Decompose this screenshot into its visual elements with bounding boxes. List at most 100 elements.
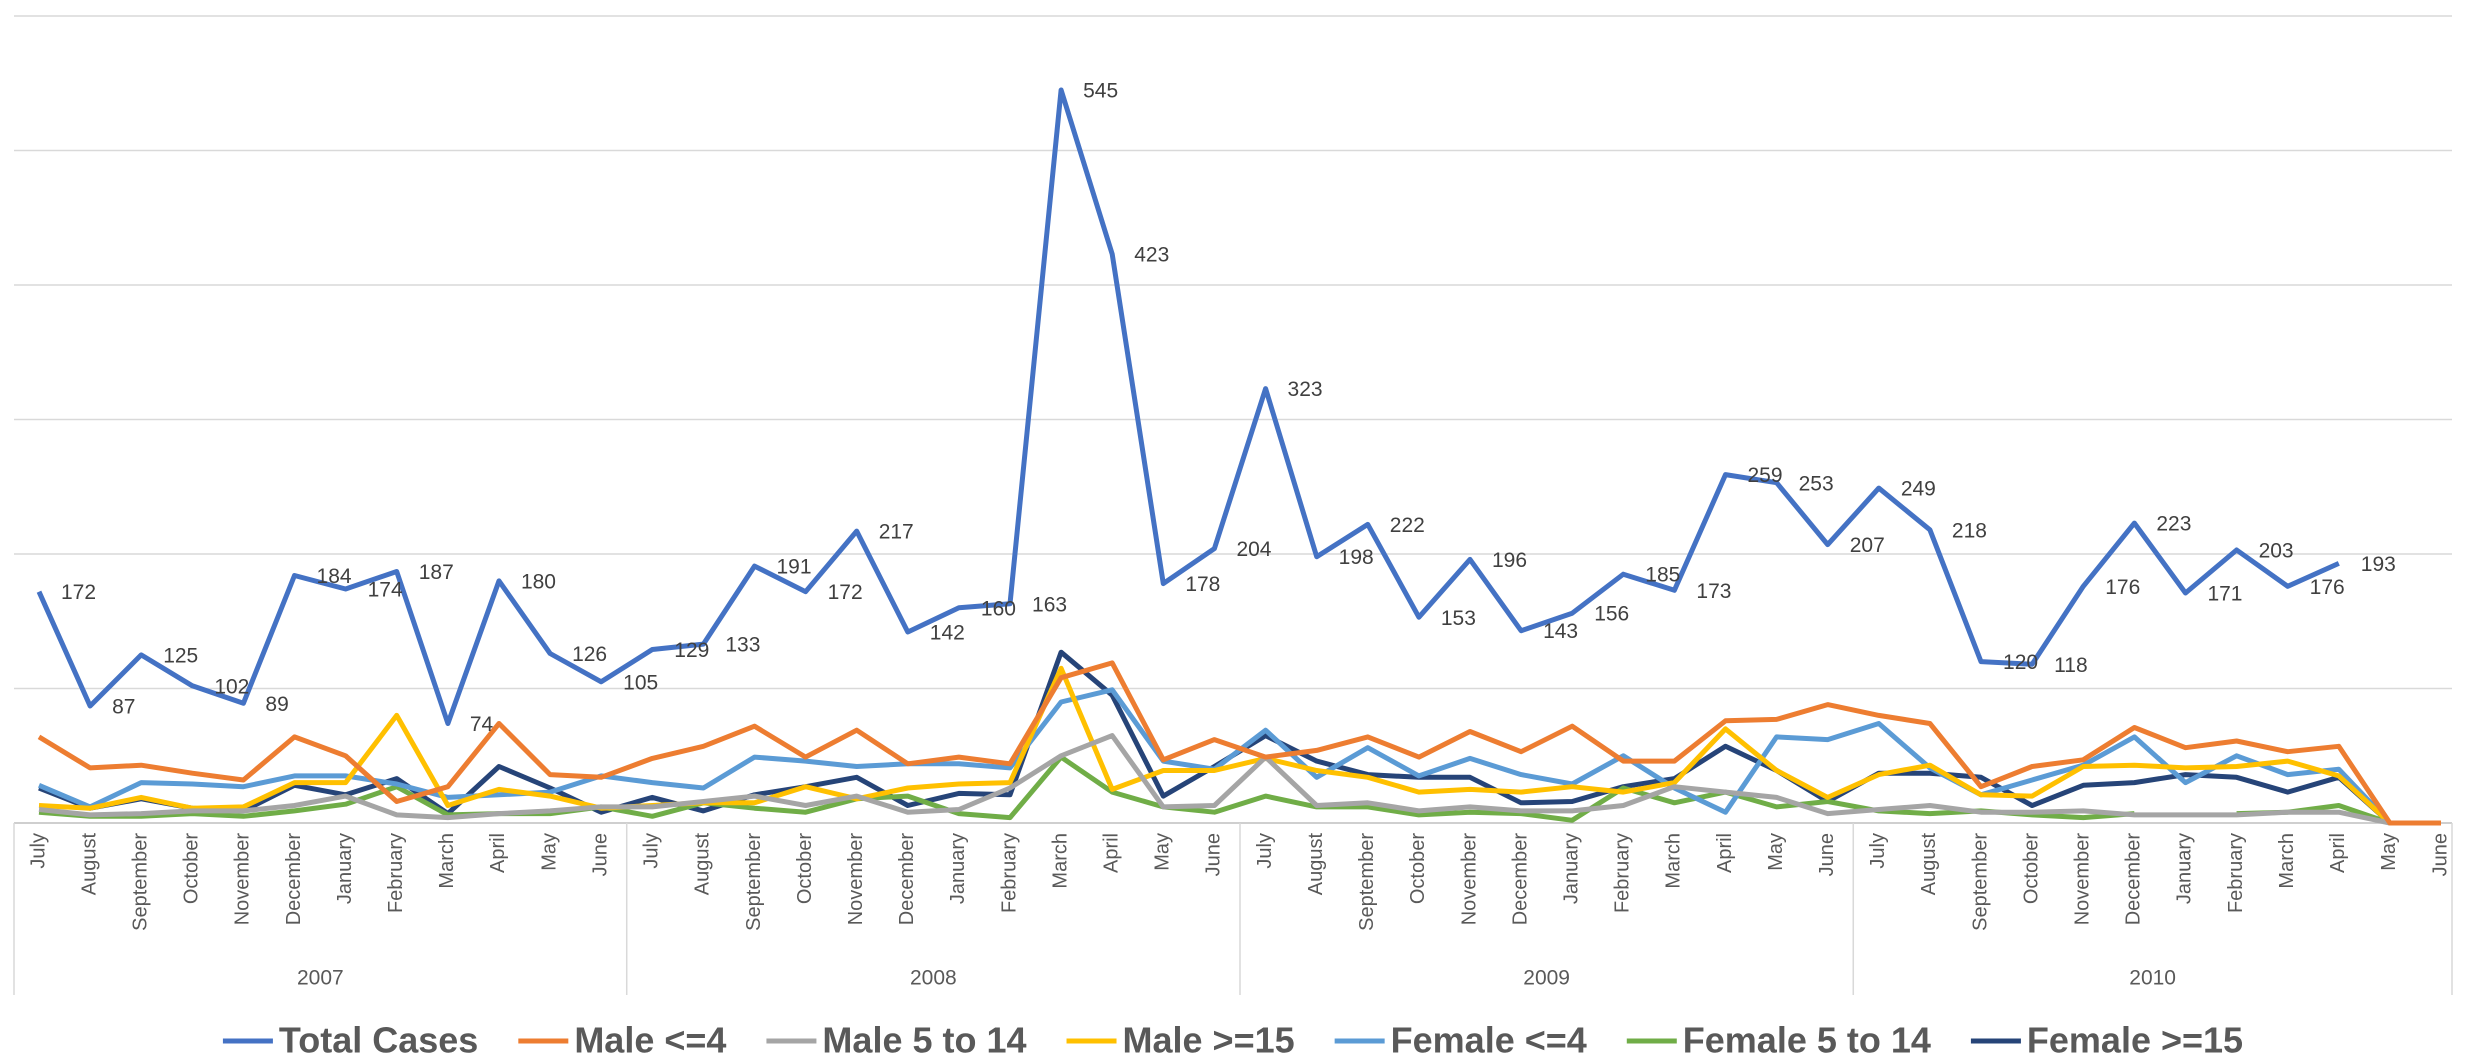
series-line [38, 649, 2441, 826]
data-label: 163 [1032, 593, 1067, 616]
series-line [36, 87, 2340, 726]
x-tick-label: July [1254, 833, 1276, 869]
data-label: 102 [214, 675, 249, 698]
x-tick-label: October [2020, 833, 2042, 904]
data-label: 217 [879, 521, 914, 544]
x-tick-label: October [1407, 833, 1429, 904]
x-tick-label: January [947, 833, 969, 904]
x-tick-label: June [2429, 833, 2451, 876]
x-tick-label: March [1663, 833, 1685, 889]
legend-label: Total Cases [279, 1020, 478, 1061]
legend-label: Male <=4 [574, 1020, 726, 1061]
data-label: 176 [2310, 576, 2345, 599]
data-label: 185 [1645, 564, 1680, 587]
data-label: 191 [776, 556, 811, 579]
x-tick-label: March [1049, 833, 1071, 889]
data-label: 173 [1696, 580, 1731, 603]
x-tick-label: December [2123, 833, 2145, 926]
data-label: 89 [265, 693, 288, 716]
group-label: 2009 [1523, 967, 1570, 990]
x-tick-label: February [385, 833, 407, 913]
x-tick-label: July [641, 833, 663, 869]
x-tick-label: April [2327, 833, 2349, 873]
x-tick-label: January [1560, 833, 1582, 904]
x-tick-label: July [27, 833, 49, 869]
x-tick-label: October [181, 833, 203, 904]
x-tick-label: March [436, 833, 458, 889]
data-label: 133 [725, 634, 760, 657]
x-tick-label: May [1152, 833, 1174, 871]
legend-label: Male 5 to 14 [822, 1020, 1026, 1061]
legend-label: Female <=4 [1391, 1020, 1587, 1061]
data-label: 125 [163, 644, 198, 667]
legend-label: Female 5 to 14 [1683, 1020, 1931, 1061]
x-tick-label: November [1458, 833, 1480, 926]
x-tick-label: February [998, 833, 1020, 913]
data-label: 120 [2003, 651, 2038, 674]
legend-label: Male >=15 [1123, 1020, 1295, 1061]
data-label: 218 [1952, 519, 1987, 542]
data-label: 423 [1134, 244, 1169, 267]
group-label: 2008 [910, 967, 957, 990]
x-tick-label: May [538, 833, 560, 871]
x-tick-label: September [1969, 833, 1991, 931]
data-label: 143 [1543, 620, 1578, 643]
data-label: 259 [1748, 464, 1783, 487]
x-tick-label: November [232, 833, 254, 926]
x-tick-label: November [845, 833, 867, 926]
x-tick-label: August [78, 833, 100, 896]
data-label: 160 [981, 597, 1016, 620]
data-label: 222 [1390, 514, 1425, 537]
group-label: 2010 [2129, 967, 2176, 990]
data-label: 253 [1799, 472, 1834, 495]
data-label: 105 [623, 671, 658, 694]
x-tick-label: June [589, 833, 611, 876]
x-tick-label: October [794, 833, 816, 904]
series-line [38, 733, 2441, 826]
x-tick-label: September [1356, 833, 1378, 931]
x-tick-label: April [487, 833, 509, 873]
x-tick-label: May [1765, 833, 1787, 871]
data-label: 156 [1594, 603, 1629, 626]
x-tick-label: August [1305, 833, 1327, 896]
group-label: 2007 [297, 967, 344, 990]
x-tick-label: June [1816, 833, 1838, 876]
data-label: 184 [317, 565, 352, 588]
x-tick-label: December [283, 833, 305, 926]
x-tick-label: November [2072, 833, 2094, 926]
x-tick-label: July [1867, 833, 1889, 869]
x-tick-label: June [1203, 833, 1225, 876]
series-line [37, 660, 2441, 826]
data-label: 207 [1850, 534, 1885, 557]
data-label: 129 [674, 639, 709, 662]
data-label: 172 [828, 581, 863, 604]
data-label: 545 [1083, 80, 1118, 103]
data-label: 172 [61, 581, 96, 604]
legend-label: Female >=15 [2027, 1020, 2243, 1061]
data-label: 174 [368, 579, 403, 602]
x-tick-label: September [129, 833, 151, 931]
data-label: 187 [419, 561, 454, 584]
data-label: 204 [1236, 538, 1271, 561]
x-tick-label: March [2276, 833, 2298, 889]
data-label: 178 [1185, 573, 1220, 596]
data-label: 180 [521, 570, 556, 593]
data-label: 87 [112, 696, 135, 719]
data-label: 74 [470, 713, 494, 736]
x-tick-label: January [334, 833, 356, 904]
data-label: 249 [1901, 478, 1936, 501]
x-tick-label: February [1612, 833, 1634, 913]
x-tick-label: February [2225, 833, 2247, 913]
x-tick-label: April [1101, 833, 1123, 873]
legend: Total Cases Male <=4 Male 5 to 14 Male >=15… [222, 1020, 2243, 1061]
data-label: 118 [2054, 654, 2087, 677]
data-label: 126 [572, 643, 607, 666]
x-tick-label: January [2174, 833, 2196, 904]
x-tick-label: May [2378, 833, 2400, 871]
x-tick-label: December [896, 833, 918, 926]
data-label: 171 [2207, 583, 2242, 606]
data-label: 142 [930, 622, 965, 645]
x-tick-label: December [1509, 833, 1531, 926]
x-tick-label: August [1918, 833, 1940, 896]
